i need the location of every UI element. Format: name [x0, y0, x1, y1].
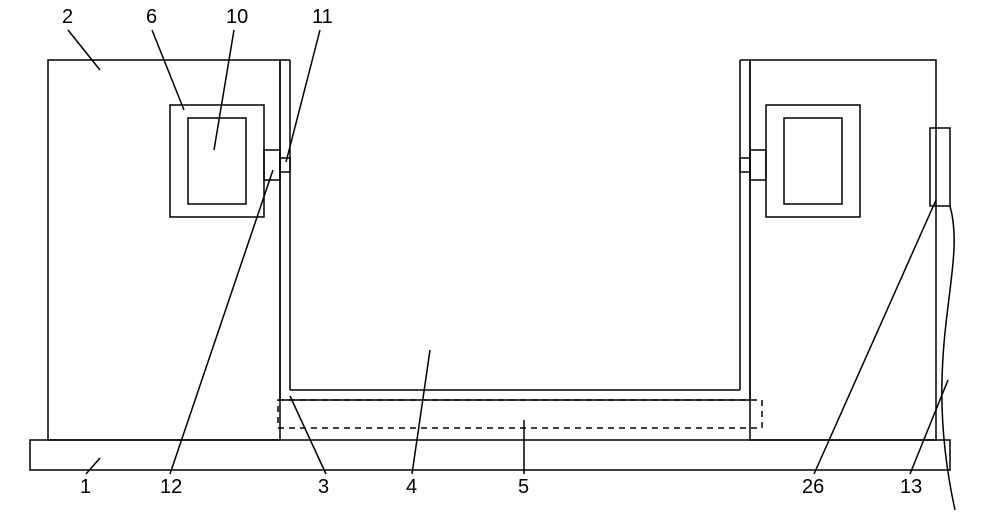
- label-26: 26: [802, 476, 824, 499]
- label-12: 12: [160, 476, 182, 499]
- technical-diagram: [0, 0, 1000, 529]
- label-1: 1: [80, 476, 91, 499]
- label-2: 2: [62, 6, 73, 29]
- label-6: 6: [146, 6, 157, 29]
- label-3: 3: [318, 476, 329, 499]
- label-5: 5: [518, 476, 529, 499]
- label-11: 11: [312, 6, 333, 29]
- label-4: 4: [406, 476, 417, 499]
- label-10: 10: [226, 6, 248, 29]
- label-13: 13: [900, 476, 922, 499]
